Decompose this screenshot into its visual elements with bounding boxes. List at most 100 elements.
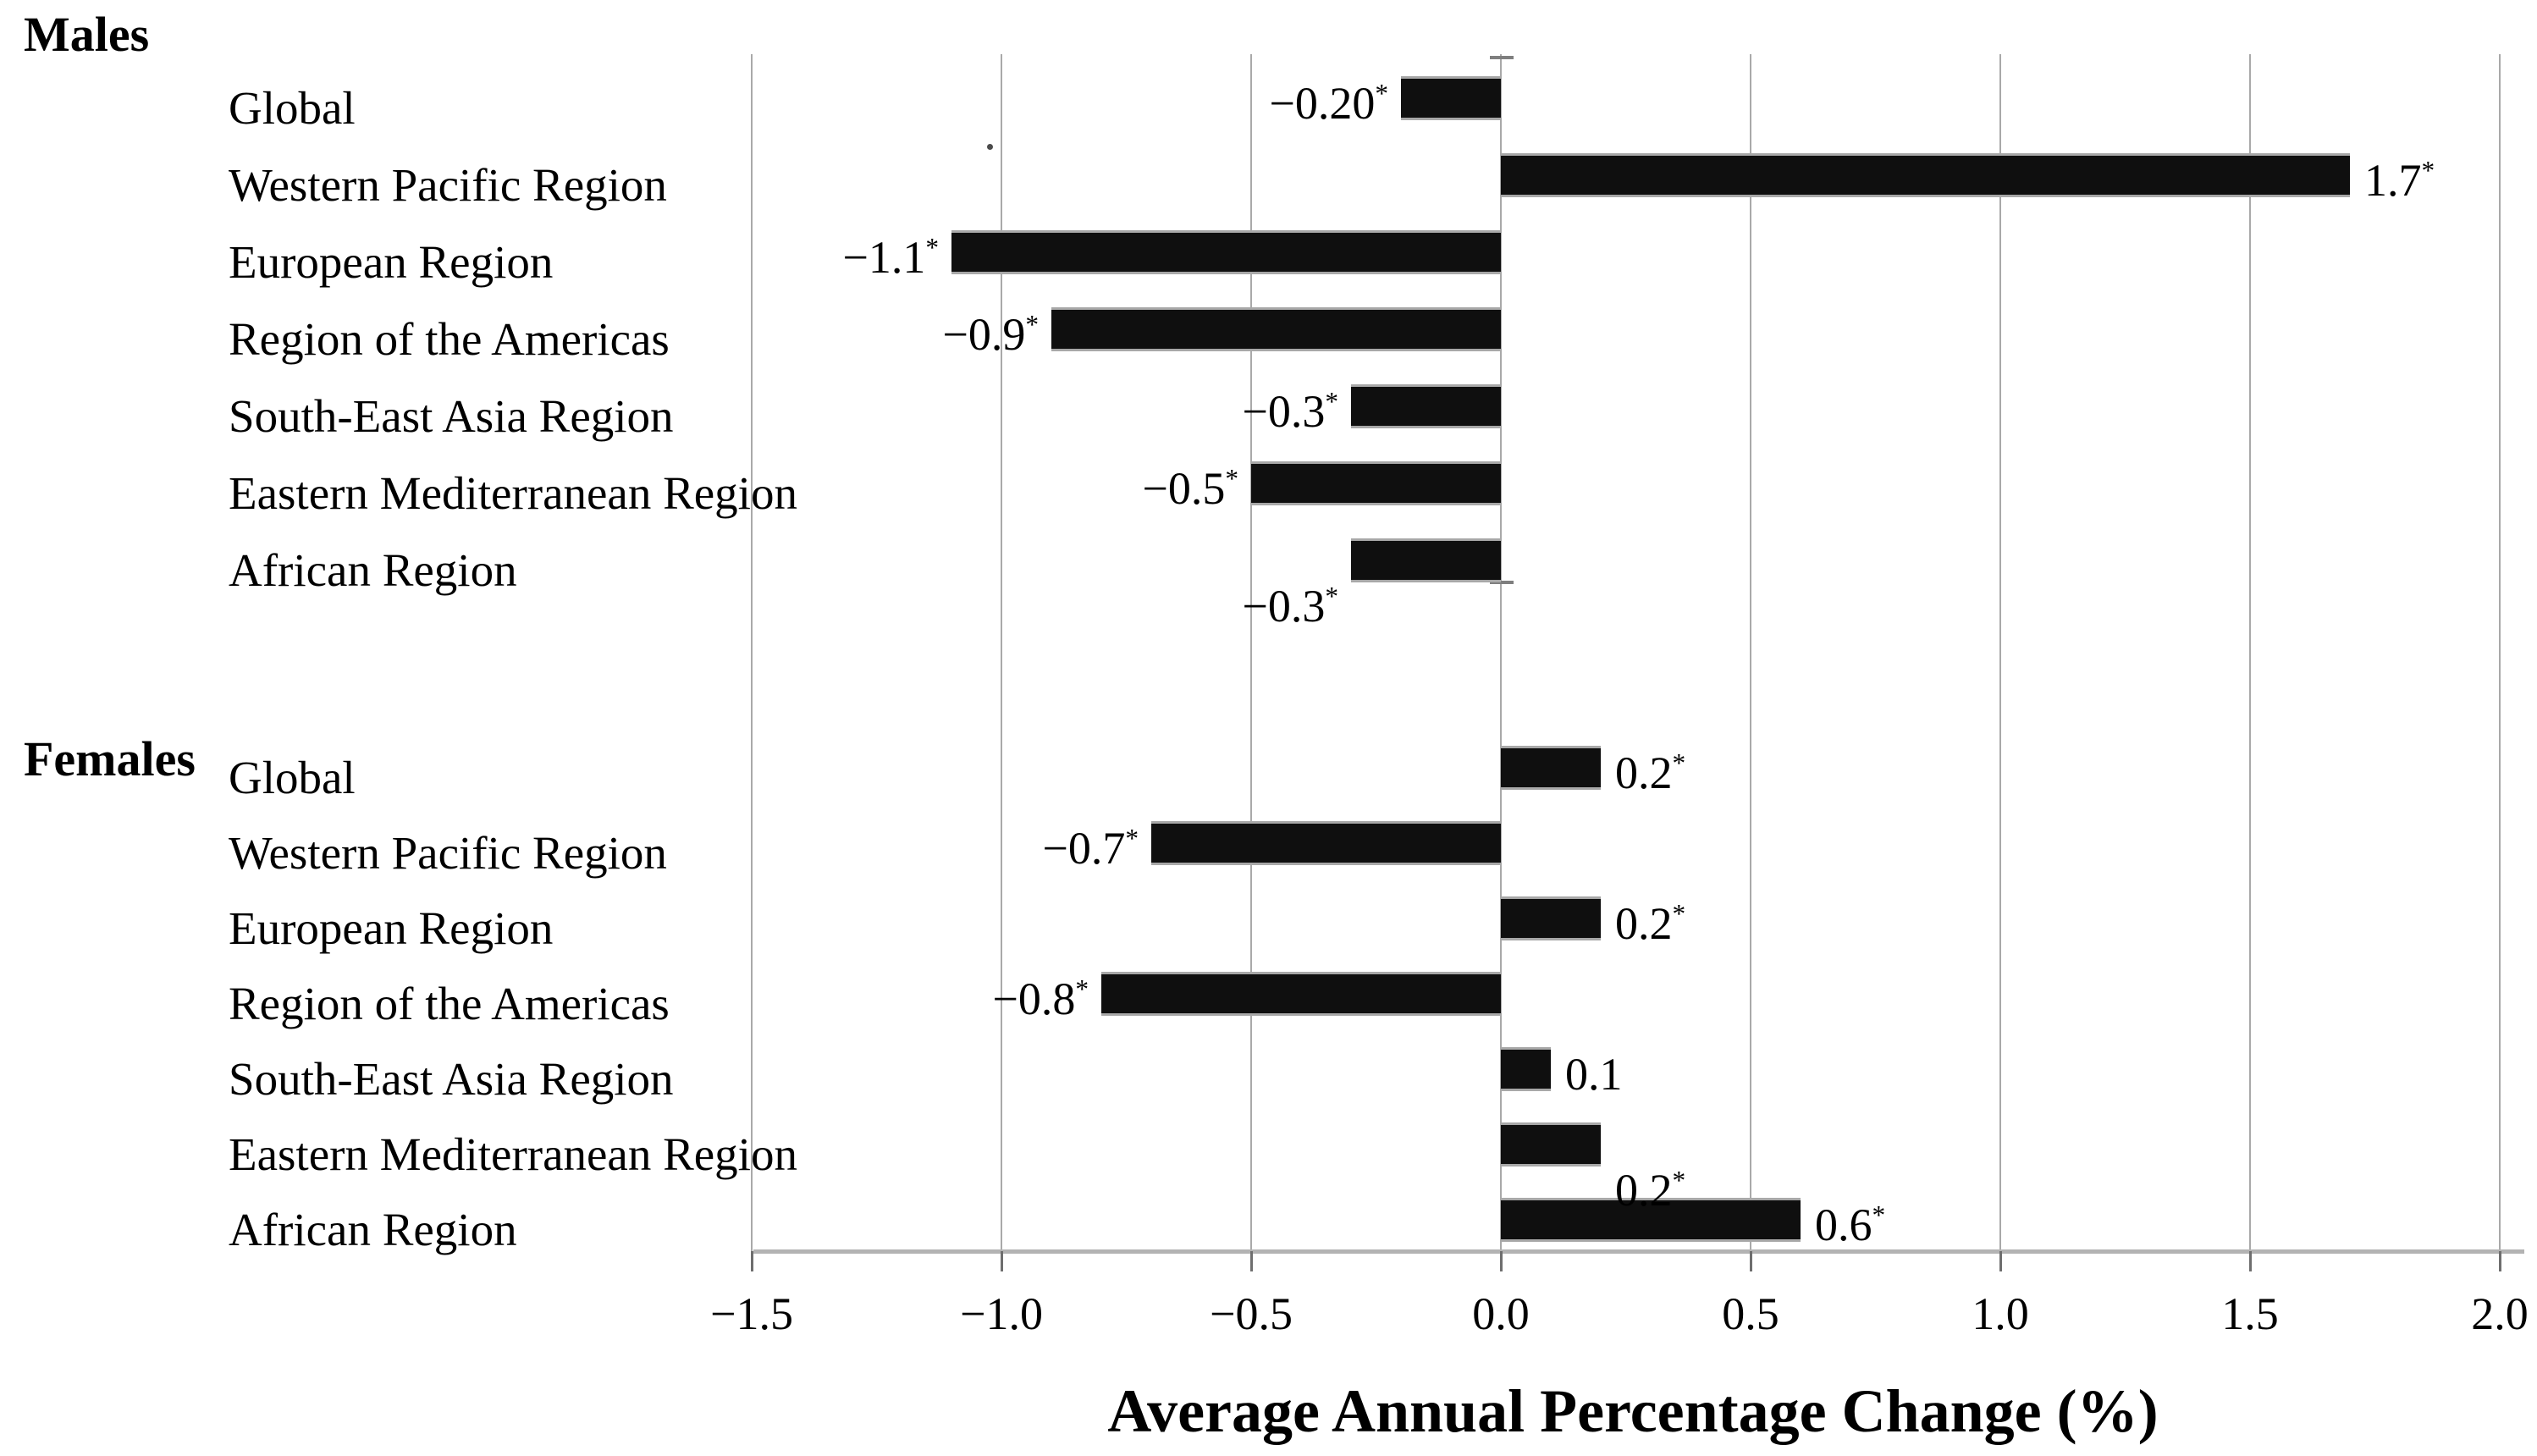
x-tick-label: 0.5 xyxy=(1722,1288,1779,1339)
significance-asterisk: * xyxy=(1325,387,1338,416)
value-number: −0.7 xyxy=(1042,823,1126,874)
significance-asterisk: * xyxy=(1672,1166,1686,1195)
significance-asterisk: * xyxy=(1375,79,1388,108)
category-label: Global xyxy=(229,82,356,134)
value-label: −0.8* xyxy=(992,970,1089,1028)
value-label: 0.1 xyxy=(1565,1045,1623,1103)
value-number: −0.3 xyxy=(1242,581,1326,631)
value-number: 0.2 xyxy=(1615,898,1673,949)
value-label: 0.6* xyxy=(1815,1196,1885,1254)
category-label: Region of the Americas xyxy=(229,313,670,365)
value-number: 0.6 xyxy=(1815,1200,1872,1250)
zero-line-male-bottom-tick xyxy=(1490,581,1514,584)
x-axis-tick xyxy=(2499,1251,2501,1271)
value-label: 1.7* xyxy=(2364,152,2435,209)
value-label: 0.2* xyxy=(1615,895,1685,952)
stray-dot-artifact xyxy=(987,144,993,150)
significance-asterisk: * xyxy=(1325,582,1338,611)
category-label: South-East Asia Region xyxy=(229,1053,674,1105)
bar xyxy=(1501,1125,1601,1164)
value-label: −0.5* xyxy=(1142,460,1238,517)
value-number: −0.9 xyxy=(942,309,1026,360)
value-label: 0.2* xyxy=(1615,1161,1685,1219)
gridline xyxy=(1500,54,1502,1251)
bar xyxy=(1051,310,1501,349)
zero-line-top-tick xyxy=(1490,56,1514,59)
significance-asterisk: * xyxy=(1075,974,1089,1004)
value-number: −1.1 xyxy=(842,232,926,283)
category-label: Global xyxy=(229,752,356,803)
value-number: 0.1 xyxy=(1565,1049,1623,1100)
value-number: −0.5 xyxy=(1142,463,1226,514)
x-tick-label: 0.0 xyxy=(1472,1288,1530,1339)
bar xyxy=(1351,541,1501,580)
value-number: 1.7 xyxy=(2364,155,2422,206)
bar xyxy=(1151,824,1501,863)
bar xyxy=(1501,1050,1551,1089)
value-label: −0.20* xyxy=(1269,74,1388,132)
category-label: Western Pacific Region xyxy=(229,159,667,211)
gridline xyxy=(2249,54,2251,1251)
x-tick-label: −0.5 xyxy=(1210,1288,1293,1339)
significance-asterisk: * xyxy=(1872,1200,1886,1230)
bar xyxy=(1251,464,1501,503)
gridline xyxy=(751,54,753,1251)
significance-asterisk: * xyxy=(1672,748,1686,778)
x-tick-label: −1.0 xyxy=(960,1288,1043,1339)
gridline xyxy=(1250,54,1252,1251)
x-tick-label: 1.0 xyxy=(1972,1288,2029,1339)
x-axis-line xyxy=(753,1249,2524,1254)
x-axis-tick xyxy=(751,1251,753,1271)
x-axis-title: Average Annual Percentage Change (%) xyxy=(1107,1377,2159,1445)
significance-asterisk: * xyxy=(925,233,939,262)
bar xyxy=(951,233,1501,272)
category-label: European Region xyxy=(229,236,554,288)
value-number: −0.20 xyxy=(1269,78,1376,129)
value-number: −0.8 xyxy=(992,973,1076,1024)
males-section-heading: Males xyxy=(24,7,150,62)
bar xyxy=(1501,748,1601,787)
value-label: −0.7* xyxy=(1042,819,1139,877)
x-axis-tick xyxy=(1999,1251,2002,1271)
gridline xyxy=(1999,54,2001,1251)
x-axis-tick xyxy=(1750,1251,1752,1271)
significance-asterisk: * xyxy=(2421,156,2435,185)
bar xyxy=(1101,974,1501,1013)
value-number: −0.3 xyxy=(1242,386,1326,437)
value-label: −0.3* xyxy=(1242,577,1338,635)
x-axis-tick xyxy=(2249,1251,2252,1271)
bar xyxy=(1401,79,1501,118)
gridline xyxy=(1750,54,1751,1251)
gridline xyxy=(1001,54,1002,1251)
significance-asterisk: * xyxy=(1225,464,1238,494)
x-axis-tick xyxy=(1001,1251,1003,1271)
category-label: Region of the Americas xyxy=(229,978,670,1029)
x-tick-label: 1.5 xyxy=(2221,1288,2279,1339)
bar xyxy=(1501,1200,1801,1239)
value-label: −0.3* xyxy=(1242,383,1338,440)
category-label: African Region xyxy=(229,544,517,596)
value-number: 0.2 xyxy=(1615,747,1673,798)
category-label: South-East Asia Region xyxy=(229,390,674,442)
category-label: European Region xyxy=(229,902,554,954)
x-tick-label: 2.0 xyxy=(2471,1288,2529,1339)
value-label: 0.2* xyxy=(1615,744,1685,802)
significance-asterisk: * xyxy=(1672,899,1686,929)
significance-asterisk: * xyxy=(1025,310,1039,339)
category-label: Eastern Mediterranean Region xyxy=(229,1128,797,1180)
significance-asterisk: * xyxy=(1125,824,1139,853)
bar xyxy=(1501,899,1601,938)
x-axis-tick xyxy=(1250,1251,1253,1271)
gridline xyxy=(2499,54,2501,1251)
value-number: 0.2 xyxy=(1615,1165,1673,1216)
category-label: Eastern Mediterranean Region xyxy=(229,467,797,519)
category-label: African Region xyxy=(229,1204,517,1255)
category-label: Western Pacific Region xyxy=(229,827,667,879)
value-label: −1.1* xyxy=(842,229,939,286)
x-axis-tick xyxy=(1500,1251,1503,1271)
bar xyxy=(1501,156,2350,195)
x-tick-label: −1.5 xyxy=(710,1288,793,1339)
females-section-heading: Females xyxy=(24,731,196,786)
value-label: −0.9* xyxy=(942,306,1039,363)
